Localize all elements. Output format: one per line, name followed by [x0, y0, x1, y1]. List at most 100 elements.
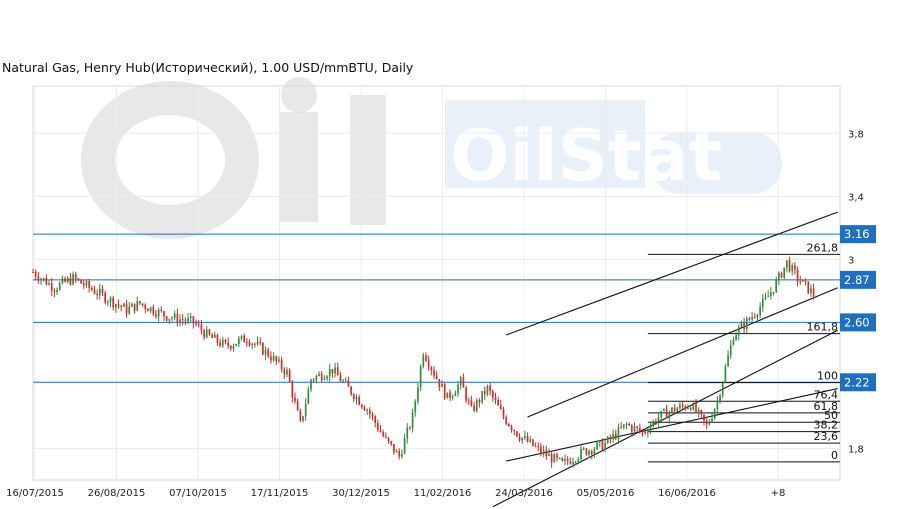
level-badge	[840, 270, 876, 289]
candle-body	[307, 389, 310, 404]
level-badge-text: 3.16	[844, 227, 870, 241]
watermark-i-shape	[280, 112, 318, 222]
candle-body	[510, 426, 513, 431]
candle-body	[558, 457, 561, 459]
candle-body	[264, 349, 267, 355]
candle-body	[772, 292, 775, 294]
x-tick-label: 16/07/2015	[6, 488, 64, 499]
candle-body	[77, 278, 80, 280]
candle-body	[358, 397, 360, 405]
candle-body	[240, 335, 243, 339]
candle-body	[197, 324, 200, 326]
fib-level-label: 0	[831, 449, 838, 462]
candle-body	[157, 309, 160, 317]
x-tick-label: 24/03/2016	[495, 488, 553, 499]
candle-body	[318, 373, 320, 377]
candle-body	[473, 405, 475, 411]
candle-body	[82, 283, 85, 286]
candle-body	[189, 316, 192, 318]
candle-body	[470, 400, 473, 406]
candle-body	[248, 342, 251, 346]
trend-line	[505, 211, 838, 336]
candle-body	[499, 405, 502, 410]
candle-body	[176, 313, 179, 323]
candle-body	[716, 401, 719, 410]
candle-body	[66, 277, 69, 282]
candle-body	[72, 274, 74, 285]
candle-body	[580, 448, 582, 459]
candle-body	[382, 432, 385, 437]
trend-line	[527, 287, 838, 418]
candle-body	[165, 316, 168, 321]
candle-body	[438, 379, 441, 387]
candle-body	[107, 301, 109, 303]
candle-body	[590, 450, 593, 455]
candle-body	[409, 427, 411, 429]
candle-body	[88, 281, 90, 288]
candle-body	[494, 397, 497, 401]
candle-body	[441, 383, 443, 387]
candle-body	[647, 431, 649, 433]
candle-body	[566, 458, 569, 462]
candle-body	[58, 283, 61, 290]
fib-level-label: 38,2	[814, 419, 839, 432]
candle-body	[753, 316, 756, 318]
candle-body	[700, 409, 703, 415]
candle-body	[377, 422, 379, 430]
candle-body	[703, 414, 705, 421]
candle-body	[98, 288, 101, 295]
candle-body	[655, 420, 657, 424]
candle-body	[326, 376, 328, 379]
candle-body	[617, 427, 620, 439]
candle-body	[505, 417, 508, 424]
fib-level-label: 76,4	[814, 388, 839, 401]
watermark-dot-shape	[281, 77, 317, 113]
candle-body	[406, 427, 409, 439]
candle-body	[390, 441, 393, 445]
candle-body	[363, 407, 366, 411]
y-tick-label: 1,8	[848, 444, 864, 455]
candle-body	[344, 380, 347, 382]
candle-body	[128, 306, 131, 314]
candle-body	[451, 395, 454, 398]
candle-body	[516, 431, 518, 437]
candle-body	[751, 316, 753, 320]
x-tick-label: 11/02/2016	[414, 488, 472, 499]
candle-body	[596, 442, 598, 450]
candle-body	[141, 303, 144, 305]
candle-body	[393, 444, 395, 453]
candle-body	[93, 289, 96, 294]
watermark-stat-panel	[445, 100, 645, 188]
candle-body	[275, 356, 278, 362]
x-tick-label: 17/11/2015	[251, 488, 309, 499]
candle-body	[786, 260, 788, 268]
candle-body	[524, 436, 526, 438]
candle-body	[181, 319, 184, 321]
candle-body	[208, 329, 211, 335]
candle-body	[625, 423, 628, 425]
candle-body	[286, 370, 288, 375]
x-tick-label: 07/10/2015	[169, 488, 227, 499]
candle-body	[64, 278, 66, 282]
candle-body	[486, 385, 489, 395]
candle-body	[775, 280, 778, 293]
candle-body	[414, 401, 417, 413]
candle-body	[481, 390, 483, 403]
candle-body	[534, 445, 537, 447]
candle-body	[211, 334, 213, 338]
candle-body	[459, 377, 462, 385]
x-tick-label: 26/08/2015	[88, 488, 146, 499]
candle-body	[347, 380, 350, 387]
candle-body	[133, 303, 136, 311]
candle-body	[430, 367, 433, 371]
candle-body	[628, 423, 630, 426]
candle-body	[42, 278, 45, 280]
candle-body	[788, 260, 791, 272]
candle-body	[721, 381, 724, 396]
candle-body	[32, 271, 34, 273]
candle-body	[606, 436, 609, 443]
candle-body	[812, 288, 815, 296]
candle-body	[663, 409, 665, 411]
candle-body	[90, 287, 93, 290]
